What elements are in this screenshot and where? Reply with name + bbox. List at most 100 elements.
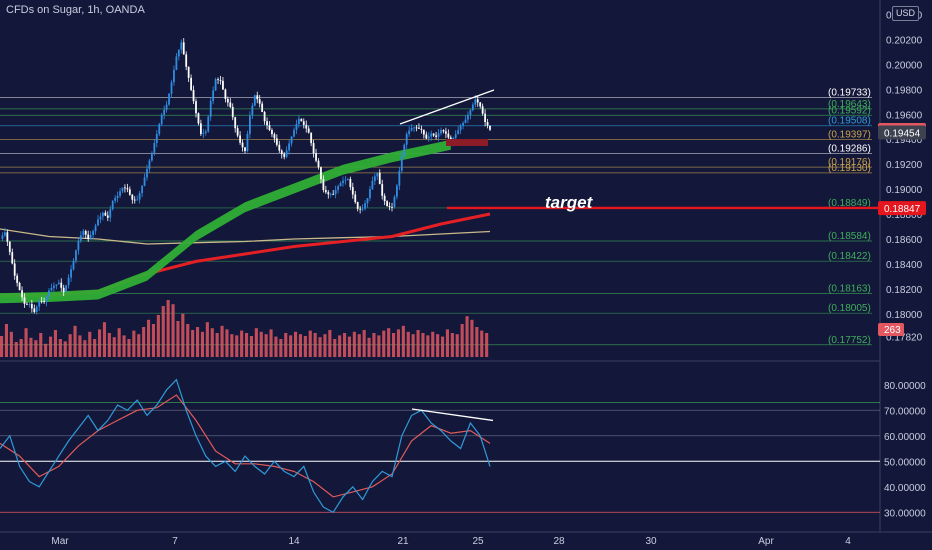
candle-body <box>464 119 467 123</box>
volume-bar <box>58 339 62 357</box>
candle-body <box>99 216 102 220</box>
volume-bar <box>235 335 239 357</box>
price-tick: 0.17820 <box>886 332 923 343</box>
candle-body <box>344 179 347 181</box>
candle-body <box>200 123 202 134</box>
grid-lines <box>0 0 881 532</box>
volume-bar <box>151 324 155 357</box>
volume-bar <box>9 331 13 357</box>
volume-bar <box>142 327 146 357</box>
volume-bar <box>475 327 479 357</box>
price-tick: 0.20000 <box>886 60 923 71</box>
candle-body <box>298 118 300 124</box>
volume-bar <box>181 313 185 357</box>
candle-body <box>484 113 486 123</box>
volume-bar <box>279 339 283 357</box>
level-label: (0.19643) <box>828 99 871 110</box>
volume-bar <box>39 333 43 357</box>
candle-body <box>334 189 337 195</box>
volume-bar <box>352 331 356 357</box>
candle-body <box>258 99 261 104</box>
volume-bar <box>294 331 298 357</box>
candle-body <box>400 156 403 171</box>
candle-body <box>185 54 188 67</box>
currency-button[interactable]: USD <box>892 6 919 21</box>
rsi-line <box>0 378 491 514</box>
candle-body <box>231 106 234 118</box>
candle-body <box>413 127 415 129</box>
level-label: (0.19130) <box>828 163 871 174</box>
candle-body <box>165 104 168 110</box>
candle-body <box>327 192 330 195</box>
candle-body <box>381 184 384 196</box>
volume-bar <box>137 334 141 357</box>
candle-body <box>128 189 131 195</box>
candle-body <box>133 199 136 201</box>
candle-body <box>371 180 374 190</box>
candle-body <box>138 193 141 200</box>
trend-line-price <box>399 89 495 125</box>
volume-bar <box>249 336 253 357</box>
volume-bar <box>98 329 102 357</box>
volume-bar <box>450 333 454 357</box>
volume-bar <box>127 339 131 357</box>
candle-body <box>462 122 464 126</box>
candle-body <box>386 201 388 207</box>
volume-bar <box>254 328 258 357</box>
candle-body <box>418 127 420 129</box>
price-axis[interactable]: 0.204000.202000.200000.198000.196000.194… <box>878 10 926 343</box>
candle-body <box>293 130 295 137</box>
candle-body <box>26 303 28 305</box>
volume-bar <box>132 330 136 357</box>
candle-body <box>349 179 352 188</box>
volume-bar <box>465 316 469 357</box>
time-tick: 4 <box>845 536 851 547</box>
candle-body <box>57 282 60 285</box>
candle-body <box>420 128 423 130</box>
candle-body <box>263 111 266 122</box>
volume-bar <box>392 333 396 357</box>
candle-body <box>388 206 391 208</box>
candle-body <box>131 194 134 200</box>
volume-bar <box>343 333 347 357</box>
candle-body <box>175 56 178 70</box>
candle-body <box>55 284 58 286</box>
volume-bar <box>19 339 23 357</box>
candle-body <box>447 133 450 138</box>
candle-body <box>1 235 4 239</box>
volume-bar <box>68 334 72 357</box>
candle-body <box>136 199 139 201</box>
candle-body <box>109 209 112 218</box>
candle-body <box>163 109 166 115</box>
level-label: (0.18584) <box>828 231 871 242</box>
target-label: target <box>545 193 594 212</box>
price-tick: 0.19800 <box>886 85 923 96</box>
candle-body <box>67 277 70 286</box>
candle-body <box>151 152 153 161</box>
volume-bar <box>318 337 322 357</box>
level-label: (0.19176) <box>828 157 871 168</box>
candle-body <box>408 130 411 135</box>
candle-body <box>261 103 264 112</box>
candle-body <box>207 116 210 132</box>
candle-body <box>92 231 94 236</box>
candle-body <box>376 172 379 177</box>
candle-body <box>40 301 43 302</box>
candle-body <box>253 95 256 106</box>
candle-body <box>322 179 325 191</box>
time-axis[interactable]: Mar 7 14 21 25 28 30 Apr 4 <box>0 531 932 547</box>
volume-bar <box>411 334 415 357</box>
candle-body <box>440 130 442 134</box>
candle-body <box>21 290 23 298</box>
candle-body <box>454 134 457 139</box>
candle-body <box>489 125 491 130</box>
candle-body <box>141 185 143 194</box>
candle-body <box>241 142 244 148</box>
candle-body <box>288 143 290 151</box>
candle-body <box>4 232 6 236</box>
supply-zone <box>446 139 488 146</box>
candle-body <box>361 208 364 210</box>
candle-body <box>271 130 273 135</box>
rsi-axis[interactable]: 80.00000 70.00000 60.00000 50.00000 40.00000… <box>884 381 926 520</box>
